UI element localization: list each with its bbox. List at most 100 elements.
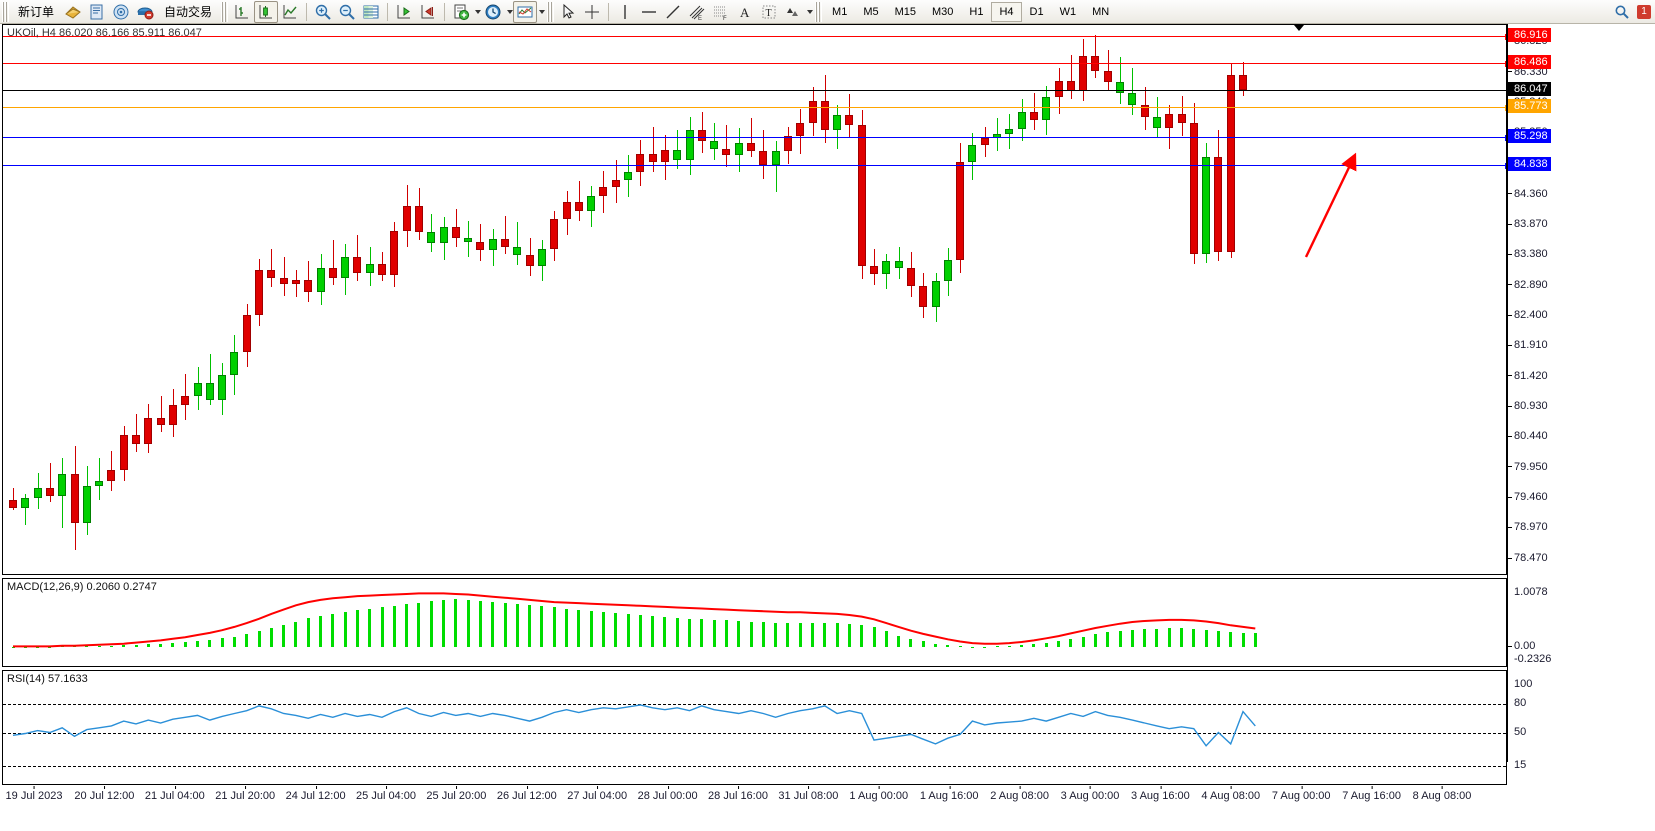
- macd-histogram-bar: [282, 624, 286, 648]
- time-tick: 19 Jul 2023: [6, 786, 62, 802]
- macd-histogram-bar: [528, 605, 532, 648]
- data-window-icon[interactable]: [85, 1, 109, 23]
- macd-histogram-bar: [811, 622, 814, 648]
- level-line-resistance-1[interactable]: [3, 61, 1506, 67]
- crosshair-icon[interactable]: [580, 1, 604, 23]
- level-handle[interactable]: [1505, 105, 1506, 112]
- macd-histogram-bar: [1032, 644, 1036, 648]
- up-arrow-annotation[interactable]: [1298, 145, 1368, 265]
- periods-dropdown-caret[interactable]: [507, 9, 514, 14]
- macd-histogram-bar: [405, 604, 409, 648]
- timeframe-h1[interactable]: H1: [969, 5, 984, 18]
- time-tick: 31 Jul 08:00: [778, 786, 838, 802]
- timeframe-h4[interactable]: H4: [991, 1, 1022, 22]
- bar-chart-icon[interactable]: [230, 1, 254, 23]
- price-tag-support-2[interactable]: 84.838: [1508, 157, 1551, 172]
- timeframe-d1[interactable]: D1: [1029, 5, 1044, 18]
- svg-text:T: T: [766, 8, 772, 19]
- timeframe-m15[interactable]: M15: [894, 5, 916, 18]
- time-tick: 3 Aug 00:00: [1061, 786, 1119, 802]
- price-tag-last-price[interactable]: 86.047: [1508, 82, 1551, 97]
- price-tag-resistance-1[interactable]: 86.486: [1508, 55, 1551, 69]
- level-handle[interactable]: [1505, 134, 1506, 141]
- timeframe-w1[interactable]: W1: [1059, 5, 1077, 18]
- macd-histogram-bar: [552, 607, 556, 648]
- timeframe-mn[interactable]: MN: [1092, 5, 1110, 18]
- new-order-label: 新订单: [18, 5, 55, 19]
- level-line-resistance-2[interactable]: [3, 34, 1506, 41]
- macd-histogram-bar: [1155, 628, 1159, 648]
- zoom-out-icon[interactable]: [335, 1, 359, 23]
- indicators-icon[interactable]: [449, 1, 473, 23]
- macd-histogram-bar: [1180, 627, 1183, 648]
- price-axis[interactable]: 86.82086.33085.84085.35084.86084.36083.8…: [1507, 24, 1655, 771]
- macd-histogram-bar: [183, 642, 187, 648]
- price-tag-pivot[interactable]: 85.773: [1508, 99, 1551, 114]
- toolbar-grip-4[interactable]: [815, 1, 823, 22]
- toolbar-grip[interactable]: [2, 1, 9, 22]
- expert-advisors-icon[interactable]: [61, 1, 85, 23]
- line-chart-icon[interactable]: [278, 1, 302, 23]
- time-axis[interactable]: 19 Jul 2023 20 Jul 12:00 21 Jul 04:00 21 Ju…: [2, 786, 1507, 809]
- periods-clock-icon[interactable]: [481, 1, 505, 23]
- chart-shift-icon[interactable]: [392, 1, 416, 23]
- timeframe-m5[interactable]: M5: [863, 5, 879, 18]
- vertical-line-icon[interactable]: [613, 1, 637, 23]
- timeframe-m1[interactable]: M1: [832, 5, 848, 18]
- time-tick: 21 Jul 20:00: [215, 786, 275, 802]
- price-chart-pane[interactable]: UKOil, H4 86.020 86.166 85.911 86.047: [2, 24, 1507, 575]
- price-tag-support-1[interactable]: 85.298: [1508, 128, 1551, 143]
- macd-indicator-pane[interactable]: MACD(12,26,9) 0.2060 0.2747: [2, 578, 1507, 667]
- auto-trading-button[interactable]: 自动交易: [157, 1, 219, 23]
- zoom-in-icon[interactable]: [311, 1, 335, 23]
- macd-histogram-bar: [466, 599, 470, 648]
- rsi-axis-tick: 80: [1514, 697, 1527, 709]
- macd-histogram-bar: [1069, 638, 1073, 648]
- text-label-icon[interactable]: T: [757, 1, 781, 23]
- search-icon[interactable]: [1611, 1, 1633, 23]
- time-tick: 4 Aug 08:00: [1201, 786, 1260, 802]
- new-order-button[interactable]: 新订单: [11, 1, 61, 23]
- notification-badge[interactable]: 1: [1637, 4, 1651, 19]
- indicators-dropdown-caret[interactable]: [475, 9, 482, 14]
- level-handle[interactable]: [1505, 34, 1506, 41]
- price-tag-resistance-2[interactable]: 86.916: [1508, 28, 1551, 43]
- chart-collapse-marker[interactable]: [1294, 25, 1304, 31]
- fibonacci-icon[interactable]: F: [709, 1, 733, 23]
- auto-trading-icon[interactable]: [133, 1, 157, 23]
- auto-scroll-icon[interactable]: [416, 1, 440, 23]
- equidistant-channel-icon[interactable]: E: [685, 1, 709, 23]
- candlestick-chart-icon[interactable]: [254, 0, 279, 23]
- macd-histogram-bar: [109, 645, 113, 648]
- templates-icon[interactable]: [513, 0, 538, 23]
- level-handle[interactable]: [1505, 163, 1506, 170]
- level-line-last-price[interactable]: [3, 90, 1506, 92]
- toolbar-grip-2[interactable]: [221, 1, 229, 22]
- rsi-label: RSI(14) 57.1633: [7, 673, 88, 685]
- macd-histogram-bar: [1241, 632, 1245, 648]
- cursor-icon[interactable]: [556, 1, 580, 23]
- macd-histogram-bar: [97, 645, 101, 648]
- macd-histogram-bar: [921, 640, 925, 648]
- templates-dropdown-caret[interactable]: [539, 9, 546, 14]
- horizontal-line-icon[interactable]: [637, 1, 661, 23]
- level-line-pivot[interactable]: [3, 105, 1506, 112]
- level-line-support-2[interactable]: [3, 163, 1506, 170]
- toolbar-right-group: 1: [1611, 1, 1655, 23]
- chart-canvas-area[interactable]: UKOil, H4 86.020 86.166 85.911 86.047 MA…: [0, 24, 1655, 831]
- rsi-indicator-pane[interactable]: RSI(14) 57.1633: [2, 670, 1507, 785]
- level-handle[interactable]: [1505, 61, 1506, 67]
- arrows-dropdown-caret[interactable]: [807, 9, 814, 14]
- market-watch-icon[interactable]: [359, 1, 383, 23]
- arrows-icon[interactable]: [781, 1, 805, 23]
- trendline-icon[interactable]: [661, 1, 685, 23]
- price-tick: 83.870: [1508, 218, 1548, 230]
- time-tick: 25 Jul 20:00: [426, 786, 486, 802]
- text-icon[interactable]: A: [733, 1, 757, 23]
- price-tick: 79.950: [1508, 461, 1548, 473]
- signal-icon[interactable]: [109, 1, 133, 23]
- macd-histogram-bar: [355, 609, 359, 648]
- toolbar-grip-3[interactable]: [547, 1, 555, 22]
- timeframe-m30[interactable]: M30: [932, 5, 954, 18]
- level-line-support-1[interactable]: [3, 134, 1506, 141]
